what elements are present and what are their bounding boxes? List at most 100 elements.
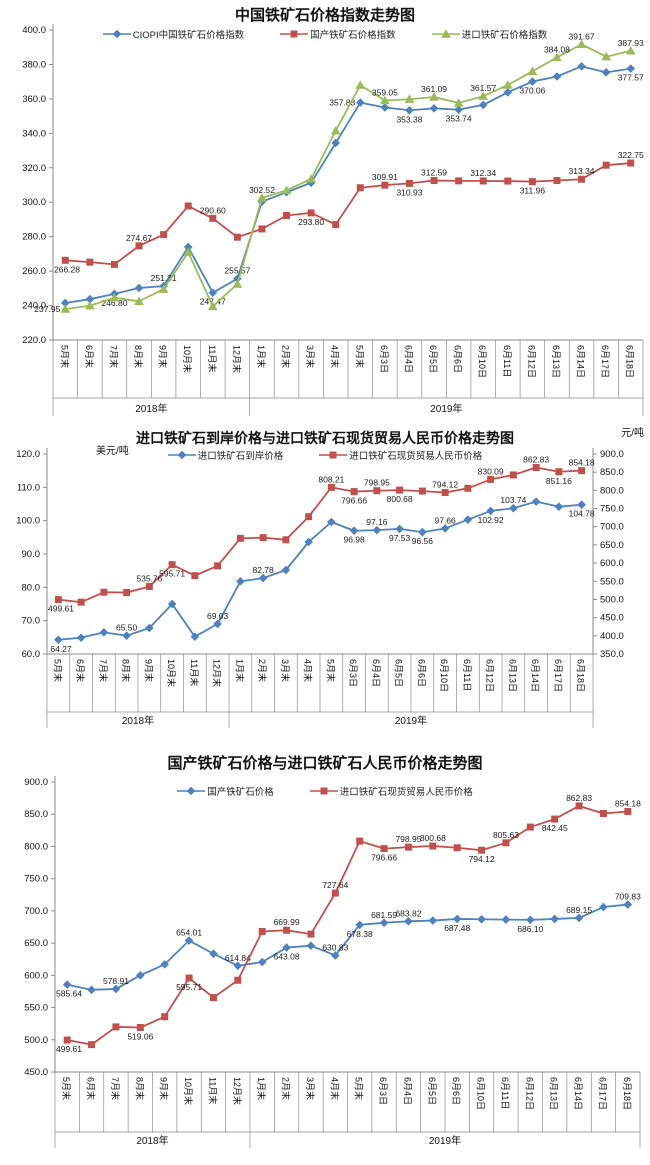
data-point-marker bbox=[405, 179, 413, 187]
data-point-label: 842.45 bbox=[542, 823, 568, 833]
x-axis-tick-label: 6月17日 bbox=[600, 345, 610, 378]
x-axis-tick-label: 6月4日 bbox=[402, 1077, 412, 1105]
data-point-marker bbox=[99, 628, 109, 637]
data-point-marker bbox=[87, 985, 96, 995]
data-point-marker bbox=[136, 971, 145, 980]
data-point-marker bbox=[627, 159, 635, 167]
x-axis-tick-label: 6月10日 bbox=[439, 659, 449, 692]
data-point-marker bbox=[464, 484, 472, 492]
data-point-marker bbox=[191, 572, 199, 580]
data-point-label: 274.67 bbox=[126, 233, 152, 243]
y2-axis-tick-label: 350.0 bbox=[600, 649, 624, 660]
x-axis-tick-label: 11月末 bbox=[207, 345, 218, 372]
x-axis-tick-label: 6月6日 bbox=[451, 1077, 461, 1105]
x-axis-tick-label: 6月11日 bbox=[500, 1077, 510, 1109]
x-axis-tick-label: 6月3日 bbox=[378, 1077, 388, 1105]
data-point-label: 798.95 bbox=[364, 478, 390, 488]
x-axis-tick-label: 6月4日 bbox=[403, 345, 413, 373]
year-group-label: 2018年 bbox=[136, 1134, 168, 1147]
data-point-marker bbox=[478, 91, 489, 100]
x-axis-tick-label: 8月末 bbox=[121, 659, 132, 682]
y-axis-tick-label: 450.0 bbox=[24, 1067, 48, 1078]
x-axis-tick-label: 11月末 bbox=[207, 1077, 218, 1104]
data-point-marker bbox=[110, 260, 118, 268]
data-point-label: 311.96 bbox=[520, 186, 546, 196]
x-axis-tick-label: 5月末 bbox=[354, 345, 365, 368]
data-point-marker bbox=[373, 487, 381, 495]
data-point-marker bbox=[290, 30, 298, 38]
x-axis-tick-label: 6月10日 bbox=[476, 1077, 486, 1110]
data-point-marker bbox=[478, 846, 486, 854]
legend-item: 进口铁矿石到岸价格 bbox=[167, 448, 283, 462]
data-point-label: 357.83 bbox=[329, 98, 355, 108]
data-point-marker bbox=[577, 62, 586, 71]
data-point-marker bbox=[306, 174, 316, 183]
x-axis-year-groups: 2018年 2019年 bbox=[54, 1132, 641, 1148]
data-point-marker bbox=[306, 941, 316, 950]
data-point-label: 499.61 bbox=[48, 604, 74, 614]
x-axis-tick-label: 6月13日 bbox=[551, 345, 561, 378]
data-point-marker bbox=[158, 284, 169, 293]
data-point-label: 96.98 bbox=[343, 535, 365, 545]
data-point-marker bbox=[185, 974, 193, 982]
data-point-marker bbox=[509, 503, 518, 513]
data-point-label: 709.83 bbox=[615, 892, 641, 902]
data-point-marker bbox=[455, 177, 463, 185]
data-point-marker bbox=[486, 506, 495, 516]
data-point-label: 614.84 bbox=[225, 953, 251, 963]
right-axis-unit-label: 元/吨 bbox=[621, 428, 644, 439]
data-point-marker bbox=[207, 301, 218, 311]
data-point-marker bbox=[626, 64, 636, 73]
y-axis-tick-label: 300.0 bbox=[22, 197, 46, 208]
data-point-marker bbox=[601, 51, 611, 61]
data-point-marker bbox=[487, 475, 495, 483]
data-point-label: 104.78 bbox=[569, 509, 595, 519]
legend-item: CIOPI中国铁矿石价格指数 bbox=[102, 27, 245, 41]
data-point-marker bbox=[440, 524, 450, 533]
data-point-marker bbox=[234, 976, 242, 984]
x-axis-tick-label: 6月18日 bbox=[576, 659, 586, 692]
data-point-marker bbox=[63, 1036, 71, 1044]
x-axis-tick-label: 3月末 bbox=[305, 1077, 316, 1100]
data-point-marker bbox=[356, 837, 364, 845]
data-point-marker bbox=[441, 489, 449, 497]
data-point-marker bbox=[283, 211, 291, 219]
data-point-label: 64.27 bbox=[50, 644, 72, 654]
legend-item-label: CIOPI中国铁矿石价格指数 bbox=[132, 30, 245, 41]
data-point-marker bbox=[123, 589, 131, 597]
data-point-marker bbox=[184, 202, 192, 210]
x-axis-category-labels: 5月末 6月末 7月末 8月末 9月末 10月末 11月末 12月末 1月末 2月末 3月末 4月末 5… bbox=[54, 1072, 641, 1133]
data-point-marker bbox=[327, 517, 336, 527]
x-axis-tick-label: 6月3日 bbox=[379, 345, 389, 373]
data-point-marker bbox=[454, 105, 463, 114]
y-axis-tick-label: 900.0 bbox=[24, 777, 48, 788]
data-point-label: 585.64 bbox=[56, 989, 82, 999]
data-point-marker bbox=[372, 525, 382, 535]
x-axis-tick-label: 6月17日 bbox=[597, 1077, 607, 1110]
data-point-label: 293.80 bbox=[298, 217, 324, 227]
x-axis-tick-label: 6月13日 bbox=[507, 659, 517, 692]
data-point-label: 102.92 bbox=[478, 515, 504, 525]
data-point-marker bbox=[509, 471, 517, 479]
data-point-marker bbox=[575, 802, 583, 810]
data-point-marker bbox=[479, 177, 487, 185]
data-point-marker bbox=[599, 902, 608, 912]
data-point-label: 595.71 bbox=[159, 569, 185, 579]
data-point-marker bbox=[502, 80, 513, 89]
data-point-marker bbox=[307, 209, 315, 217]
data-point-label: 800.68 bbox=[387, 494, 413, 504]
data-point-label: 322.75 bbox=[618, 150, 644, 160]
year-group-label: 2019年 bbox=[430, 402, 462, 415]
data-point-label: 97.16 bbox=[366, 517, 388, 527]
x-axis-tick-label: 6月12日 bbox=[526, 345, 536, 378]
data-point-label: 535.76 bbox=[136, 573, 162, 583]
data-point-marker bbox=[355, 920, 364, 930]
y-axis-tick-label: 240.0 bbox=[22, 301, 46, 312]
chart-plot-area: 450.0 500.0 550.0 600.0 650.0 700.0 750.0 800.0… bbox=[24, 776, 641, 1148]
data-point-marker bbox=[145, 623, 154, 633]
data-point-label: 302.52 bbox=[249, 185, 275, 195]
data-point-label: 290.60 bbox=[200, 205, 226, 215]
data-point-marker bbox=[440, 29, 451, 38]
